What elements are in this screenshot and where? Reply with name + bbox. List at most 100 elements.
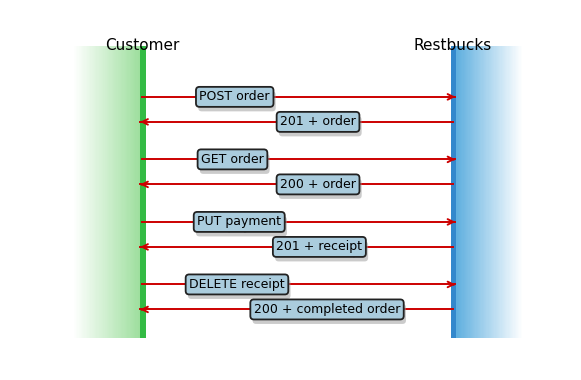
Bar	[461, 46, 463, 338]
Text: DELETE receipt: DELETE receipt	[189, 278, 285, 291]
Bar	[453, 46, 454, 338]
Bar	[87, 46, 88, 338]
Bar	[482, 46, 483, 338]
Bar	[503, 46, 504, 338]
Text: 201 + order: 201 + order	[282, 120, 358, 133]
Bar	[83, 46, 85, 338]
Bar	[125, 46, 127, 338]
Bar	[130, 46, 131, 338]
Bar	[118, 46, 119, 338]
Text: Customer: Customer	[105, 38, 180, 53]
Text: DELETE receipt: DELETE receipt	[191, 282, 287, 295]
Text: 201 + receipt: 201 + receipt	[279, 245, 365, 258]
Bar	[494, 46, 496, 338]
Bar	[467, 46, 469, 338]
Bar	[88, 46, 89, 338]
Bar	[117, 46, 118, 338]
Bar	[110, 46, 112, 338]
Bar	[128, 46, 130, 338]
Bar	[460, 46, 462, 338]
Bar	[76, 46, 78, 338]
Bar	[80, 46, 81, 338]
Text: PUT payment: PUT payment	[199, 220, 284, 233]
Bar	[124, 46, 125, 338]
Bar	[505, 46, 507, 338]
Bar	[485, 46, 487, 338]
Bar	[85, 46, 87, 338]
Bar	[133, 46, 135, 338]
Bar	[75, 46, 77, 338]
Bar	[107, 46, 109, 338]
Bar	[108, 46, 110, 338]
Bar	[139, 46, 141, 338]
Bar	[468, 46, 470, 338]
Bar	[497, 46, 498, 338]
Bar	[478, 46, 479, 338]
Bar	[84, 46, 86, 338]
Bar	[521, 46, 522, 338]
Bar	[518, 46, 520, 338]
Bar	[123, 46, 124, 338]
Bar	[506, 46, 508, 338]
Bar	[91, 46, 92, 338]
Bar	[510, 46, 511, 338]
Bar	[507, 46, 509, 338]
Bar	[464, 46, 465, 338]
Text: GET order: GET order	[201, 153, 264, 166]
Bar	[466, 46, 468, 338]
Bar	[454, 46, 456, 338]
Text: 200 + completed order: 200 + completed order	[254, 303, 400, 316]
Text: 200 + order: 200 + order	[280, 178, 356, 191]
Bar	[131, 46, 132, 338]
Bar	[493, 46, 495, 338]
Bar	[99, 46, 101, 338]
Bar	[496, 46, 497, 338]
Bar	[499, 46, 501, 338]
Bar	[469, 46, 471, 338]
Text: 200 + completed order: 200 + completed order	[256, 307, 403, 320]
Bar	[120, 46, 121, 338]
Bar	[511, 46, 512, 338]
Bar	[113, 46, 114, 338]
Text: Restbucks: Restbucks	[414, 38, 492, 53]
Bar	[98, 46, 99, 338]
Bar	[105, 46, 106, 338]
Bar	[483, 46, 484, 338]
Bar	[106, 46, 107, 338]
Bar	[471, 46, 472, 338]
Bar	[487, 46, 489, 338]
Bar	[462, 46, 464, 338]
Bar	[135, 46, 137, 338]
Bar	[486, 46, 488, 338]
Bar	[517, 46, 519, 338]
Bar	[142, 46, 144, 338]
Bar	[82, 46, 84, 338]
Bar	[81, 46, 83, 338]
Text: POST order: POST order	[202, 95, 272, 108]
Bar	[93, 46, 95, 338]
Bar	[138, 46, 139, 338]
Bar	[472, 46, 474, 338]
Bar	[115, 46, 117, 338]
Bar	[114, 46, 116, 338]
Bar	[102, 46, 104, 338]
Bar	[103, 46, 105, 338]
Bar	[74, 46, 76, 338]
Bar	[140, 46, 142, 338]
Bar	[89, 46, 91, 338]
Bar	[491, 46, 493, 338]
Bar	[515, 46, 517, 338]
Text: 201 + order: 201 + order	[280, 116, 356, 128]
Bar	[121, 46, 123, 338]
Bar	[109, 46, 111, 338]
Bar	[141, 46, 143, 338]
Bar	[137, 46, 138, 338]
Text: 201 + receipt: 201 + receipt	[277, 241, 363, 253]
Text: POST order: POST order	[199, 90, 270, 103]
Bar	[476, 46, 478, 338]
Bar	[484, 46, 485, 338]
Bar	[498, 46, 500, 338]
Bar	[501, 46, 503, 338]
Bar	[92, 46, 93, 338]
Bar	[456, 46, 457, 338]
